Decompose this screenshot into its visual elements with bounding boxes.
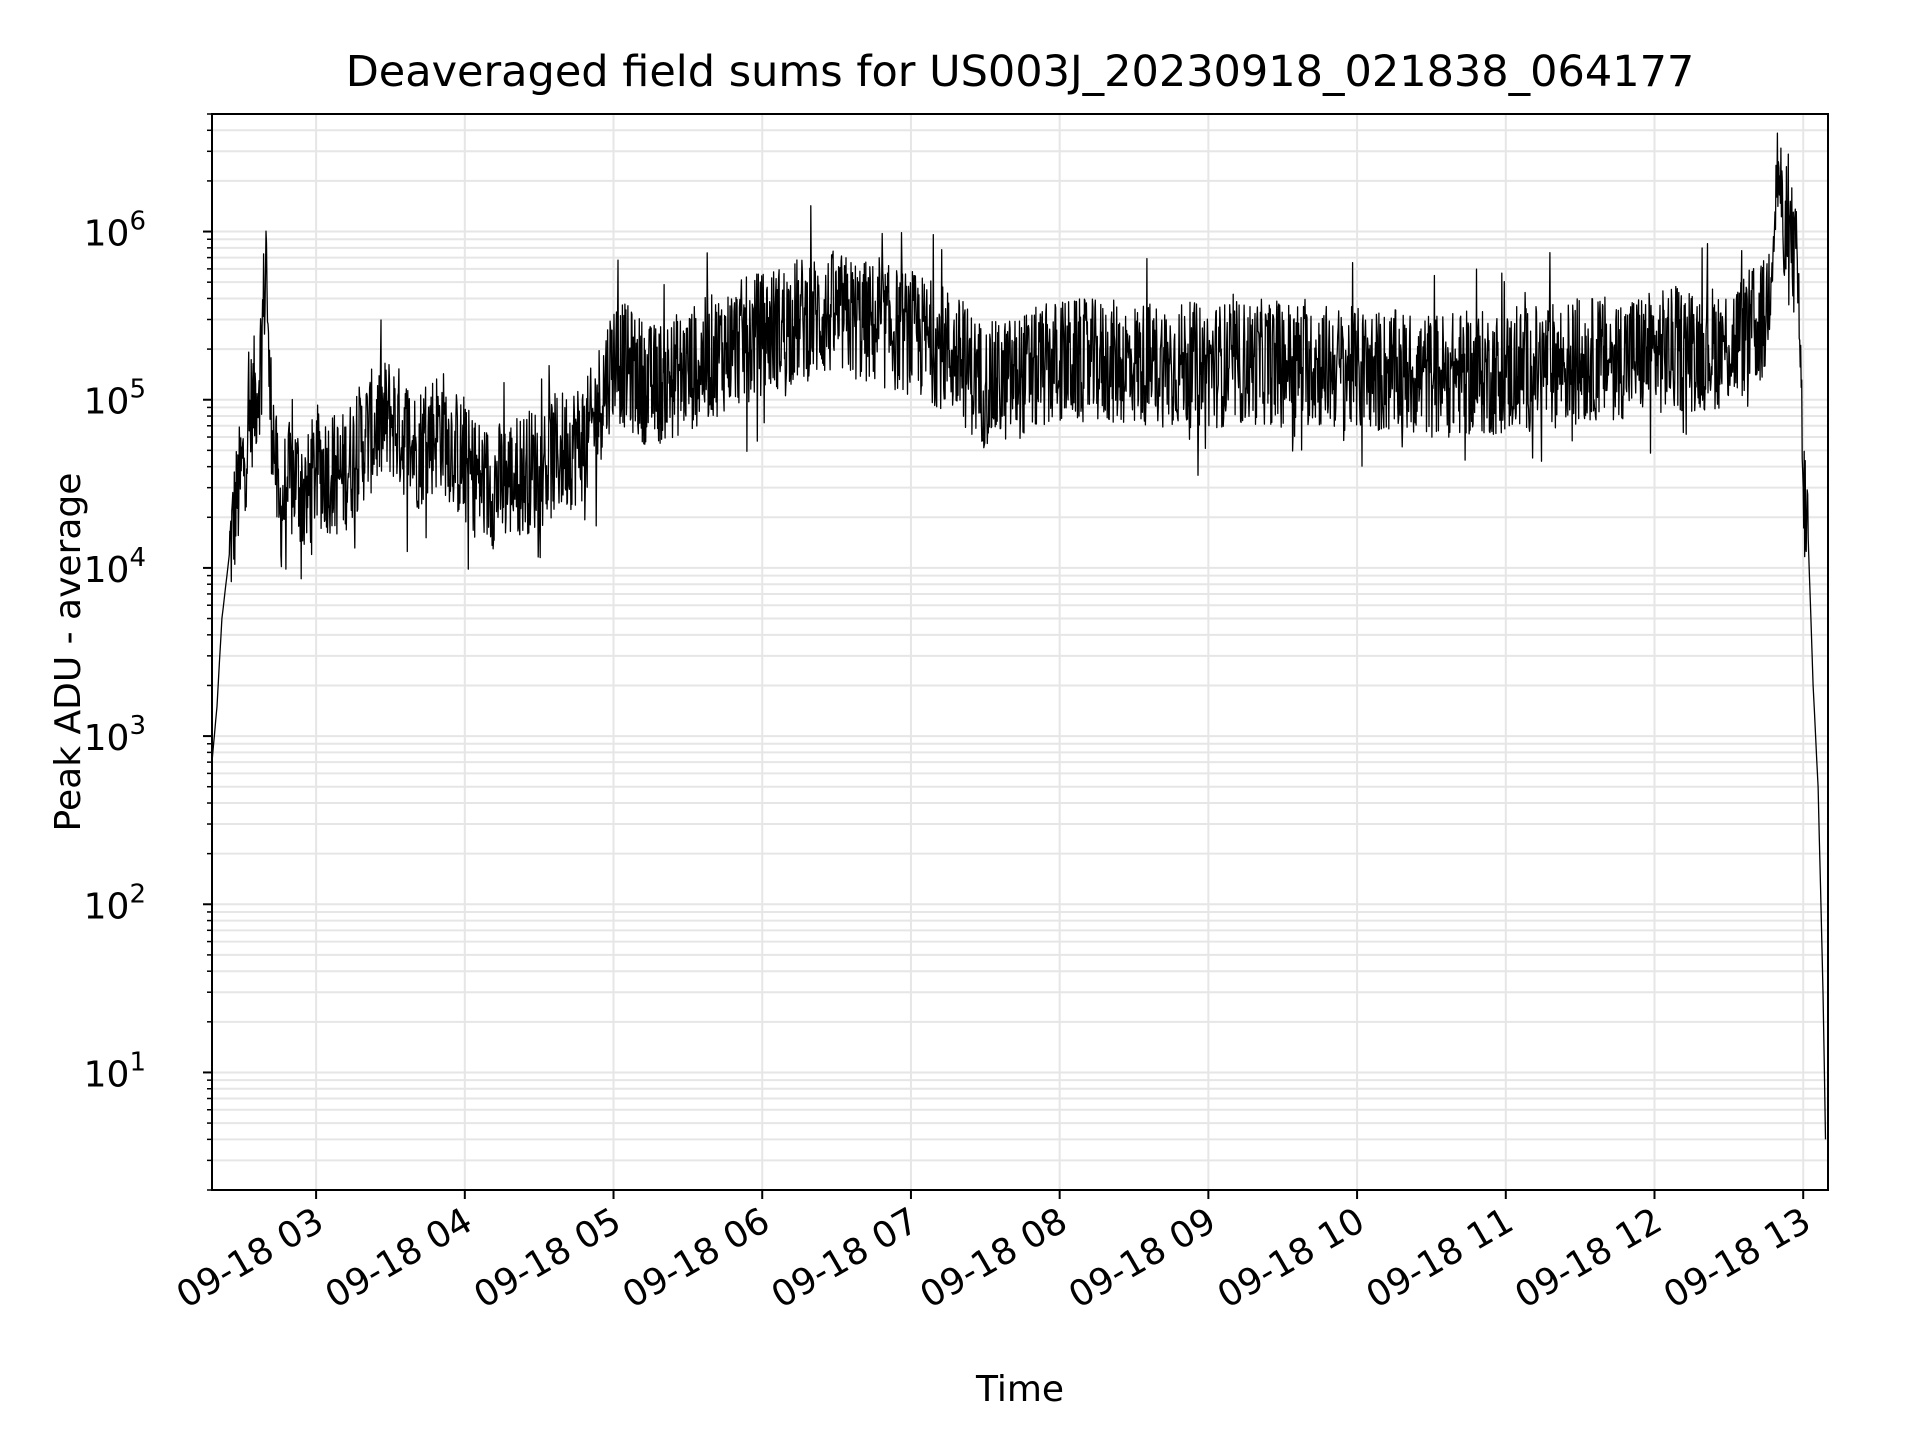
series-layer <box>211 132 1827 1140</box>
series-line <box>211 132 1827 1140</box>
y-tick-label: 104 <box>84 543 146 591</box>
y-tick-label: 101 <box>84 1047 146 1095</box>
y-tick-label: 105 <box>84 375 146 423</box>
plot-frame <box>211 113 1829 1191</box>
y-tick-label: 103 <box>84 711 146 759</box>
grid <box>212 113 1828 1191</box>
y-axis-label: Peak ADU - average <box>48 473 89 832</box>
y-tick-label: 106 <box>84 207 146 255</box>
chart-title: Deaveraged field sums for US003J_2023091… <box>346 47 1695 97</box>
y-tick-label: 102 <box>84 879 146 927</box>
x-axis-label: Time <box>975 1369 1064 1410</box>
